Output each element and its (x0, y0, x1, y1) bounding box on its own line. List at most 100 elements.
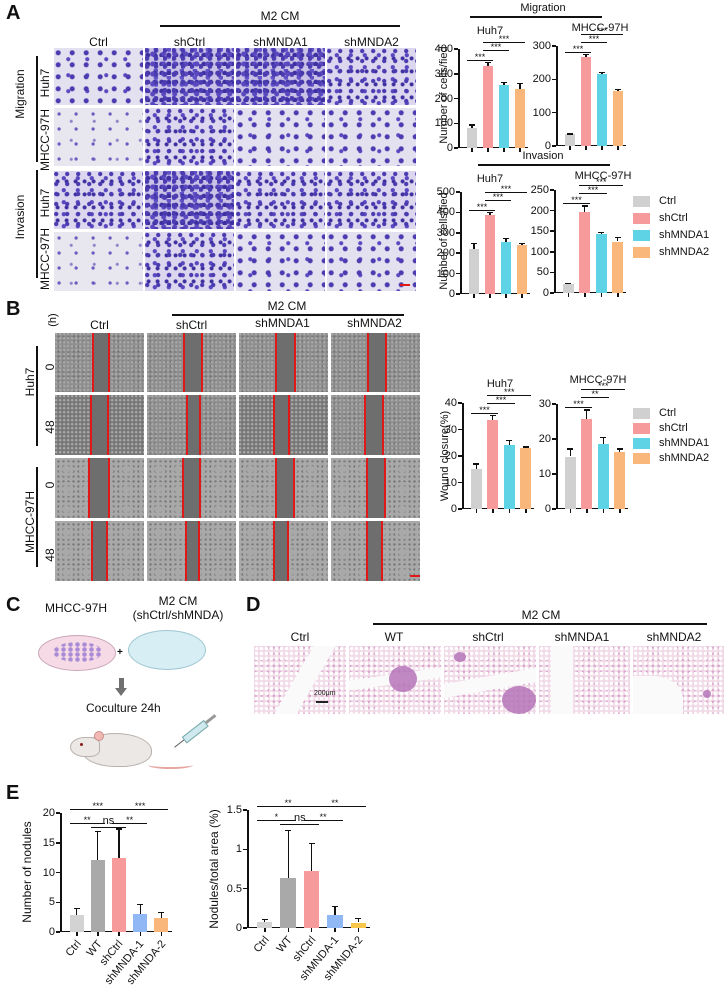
panel-label-a: A (6, 2, 21, 24)
panel-d-group-line (373, 623, 707, 625)
y-tick (552, 45, 556, 47)
transwell-image-invasion-mhcc-shctrl (145, 232, 234, 291)
y-tick-label: 300 (434, 67, 453, 80)
panel-label-e: E (6, 782, 20, 804)
x-tick (473, 294, 475, 298)
significance-label: *** (503, 386, 515, 397)
x-tick (160, 932, 163, 936)
y-tick (458, 481, 462, 484)
bar-ctrl (564, 456, 576, 509)
panel-b-mhcc-bracket (36, 467, 38, 567)
wound-image-huh7-48h-ctrl (55, 395, 144, 455)
chart-a-inv-mhcc-title: MHCC-97H (574, 170, 632, 182)
y-tick-label: 0 (450, 503, 457, 515)
transwell-image-invasion-huh7-shmnda2 (327, 171, 416, 229)
y-tick (454, 122, 458, 124)
error-bar (160, 911, 163, 918)
legend-swatch-shmnda1 (633, 229, 650, 241)
error-bar (334, 905, 336, 916)
error-cap (600, 436, 607, 439)
error-cap (583, 54, 589, 56)
significance-label: *** (474, 51, 486, 62)
invasion-group-line (478, 164, 610, 166)
yaxis-label-nodule-area: Nodules/total area (%) (207, 809, 221, 929)
y-tick-label: 20 (444, 450, 457, 462)
chart-number-of-nodules: 0 5 10 15 20 Ctrl WT shCtrl shMNDA-1 shMNDA-2 ** ns… (43, 801, 172, 987)
y-tick (454, 48, 458, 50)
transwell-image-migration-huh7-ctrl (54, 48, 143, 105)
bar-ctrl (562, 283, 574, 293)
chart-wound-huh7: 0 10 20 30 40 *** *** *** (445, 387, 534, 515)
y-tick (454, 147, 458, 149)
significance-label: *** (492, 192, 504, 202)
significance-bracket (280, 824, 320, 826)
y-tick (552, 145, 556, 147)
bar-ctrl (466, 128, 478, 148)
bar-shctrl (487, 420, 499, 509)
bar-shctrl (579, 211, 591, 293)
y-tick (56, 931, 60, 933)
significance-bracket (466, 59, 494, 62)
y-tick-label: 50 (536, 266, 549, 279)
bar-shctrl (112, 857, 126, 932)
error-cap (598, 231, 605, 233)
y-tick-label: 100 (532, 106, 551, 119)
bar-shmnda-2 (350, 922, 366, 928)
error-bar (473, 243, 475, 249)
significance-label: *** (479, 404, 490, 415)
schematic-dish2-line2: (shCtrl/shMNDA) (132, 608, 224, 622)
y-tick-label: 1.5 (226, 804, 242, 816)
significance-label: *** (596, 26, 608, 36)
panel-b-col-shctrl: shCtrl (175, 318, 208, 332)
significance-bracket (487, 402, 515, 405)
lung-image-shmnda2 (633, 646, 724, 714)
panel-d-group-header: M2 CM (521, 608, 561, 622)
significance-bracket (484, 199, 512, 202)
x-tick (505, 294, 507, 298)
chart-migration-mhcc97h: 0 100 200 300 *** *** *** (533, 26, 626, 152)
transwell-image-invasion-mhcc-ctrl (54, 232, 143, 291)
significance-label: *** (587, 185, 599, 196)
panel-b-group-header: M2 CM (267, 299, 307, 313)
y-tick-label: 500 (436, 186, 455, 198)
y-tick-label: 0 (235, 922, 242, 934)
legend-b-label-shmnda1: shMNDA1 (659, 437, 710, 449)
y-tick-label: 200 (532, 73, 551, 86)
y-tick-label: 150 (530, 225, 549, 238)
wound-image-mhcc-0h-shmnda2 (331, 458, 420, 518)
significance-label: *** (476, 201, 488, 212)
significance-label: *** (495, 394, 507, 405)
bar-ctrl (468, 248, 480, 294)
y-tick (552, 403, 556, 405)
legend-b-swatch-shmnda1 (633, 437, 650, 449)
x-tick (584, 293, 586, 297)
error-bar (519, 83, 521, 89)
legend-b-swatch-shmnda2 (633, 452, 650, 464)
arrow-down-icon (119, 678, 124, 690)
bar-shmnda1 (596, 74, 608, 146)
y-tick (550, 189, 554, 191)
bar-shmnda1 (595, 233, 607, 293)
x-tick (471, 148, 473, 152)
x-tick (521, 294, 523, 298)
y-tick-label: 10 (444, 476, 457, 489)
significance-label: ns (293, 812, 306, 824)
migration-group-line (470, 16, 602, 18)
y-tick-label: 0 (448, 288, 455, 300)
transwell-image-migration-mhcc-ctrl (54, 108, 143, 166)
x-tick (76, 932, 78, 936)
significance-label: *** (595, 177, 607, 188)
y-axis (60, 813, 62, 932)
error-bar (310, 843, 313, 872)
y-tick-label: 30 (444, 423, 457, 436)
wound-image-huh7-0h-shctrl (147, 333, 236, 392)
panel-a-row-migration-mhcc: MHCC-97H (38, 109, 52, 172)
y-tick-label: 0 (446, 142, 453, 154)
error-bar (489, 211, 491, 215)
panel-d-col-shmnda1: shMNDA1 (554, 630, 610, 644)
y-tick-label: 0.5 (226, 882, 242, 895)
significance-label: ** (331, 798, 339, 808)
y-tick (550, 230, 554, 232)
y-tick-label: 300 (436, 226, 455, 239)
error-cap (469, 124, 475, 126)
